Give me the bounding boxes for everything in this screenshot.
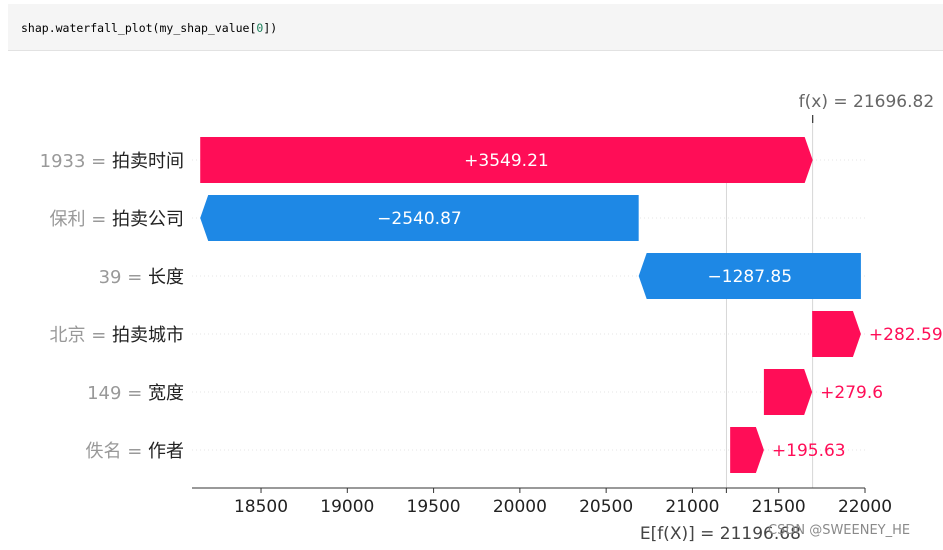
x-tick-label: 20000	[493, 497, 547, 517]
fx-value-label: f(x) = 21696.82	[799, 92, 934, 112]
feature-name: 拍卖公司	[112, 209, 184, 230]
feature-row-label: 1933 = 拍卖时间	[40, 151, 184, 172]
feature-name: 拍卖城市	[112, 325, 184, 346]
positive-shap-bar	[812, 311, 861, 357]
code-line: shap.waterfall_plot(my_shap_value[0])	[21, 21, 277, 35]
negative-shap-bar	[638, 253, 861, 299]
bar-contribution-label: −2540.87	[377, 209, 462, 229]
feature-value: 1933 =	[40, 151, 112, 172]
bar-contribution-label: +282.59	[869, 325, 943, 345]
feature-value: 北京 =	[49, 325, 112, 346]
bar-contribution-label: +3549.21	[464, 151, 549, 171]
feature-row-label: 佚名 = 作者	[85, 441, 184, 462]
feature-name: 拍卖时间	[112, 151, 184, 172]
feature-value: 佚名 =	[85, 441, 148, 462]
base-value-label: E[f(X)] = 21196.68	[640, 524, 801, 544]
x-tick-label: 21000	[665, 497, 719, 517]
code-suffix: ])	[263, 21, 278, 35]
bar-contribution-label: +195.63	[772, 441, 846, 461]
bar-contribution-label: +279.6	[820, 383, 883, 403]
x-tick-label: 20500	[579, 497, 633, 517]
bar-contribution-label: −1287.85	[708, 267, 793, 287]
code-prefix: shap.waterfall_plot(my_shap_value[	[21, 21, 257, 35]
x-tick-label: 19500	[407, 497, 461, 517]
feature-row-label: 保利 = 拍卖公司	[49, 209, 184, 230]
code-cell[interactable]: shap.waterfall_plot(my_shap_value[0])	[8, 4, 943, 51]
x-tick-label: 22000	[838, 497, 892, 517]
feature-name: 作者	[148, 441, 184, 462]
feature-value: 149 =	[87, 383, 148, 404]
positive-shap-bar	[730, 427, 764, 473]
feature-row-label: 北京 = 拍卖城市	[49, 325, 184, 346]
positive-shap-bar	[763, 369, 813, 415]
x-tick-label: 21500	[752, 497, 806, 517]
negative-shap-bar	[200, 195, 639, 241]
code-index: 0	[256, 21, 264, 35]
x-tick-label: 19000	[320, 497, 374, 517]
positive-shap-bar	[200, 137, 813, 183]
waterfall-chart: +3549.21 1933 = 拍卖时间 −2540.87 保利 = 拍卖公司 −128…	[40, 92, 943, 544]
feature-row-label: 39 = 长度	[99, 267, 184, 288]
feature-value: 39 =	[99, 267, 148, 288]
feature-value: 保利 =	[49, 209, 112, 230]
feature-name: 宽度	[148, 383, 184, 404]
feature-row-label: 149 = 宽度	[87, 383, 184, 404]
feature-name: 长度	[148, 267, 184, 288]
watermark: CSDN @SWEENEY_HE	[768, 523, 911, 538]
x-tick-label: 18500	[234, 497, 288, 517]
